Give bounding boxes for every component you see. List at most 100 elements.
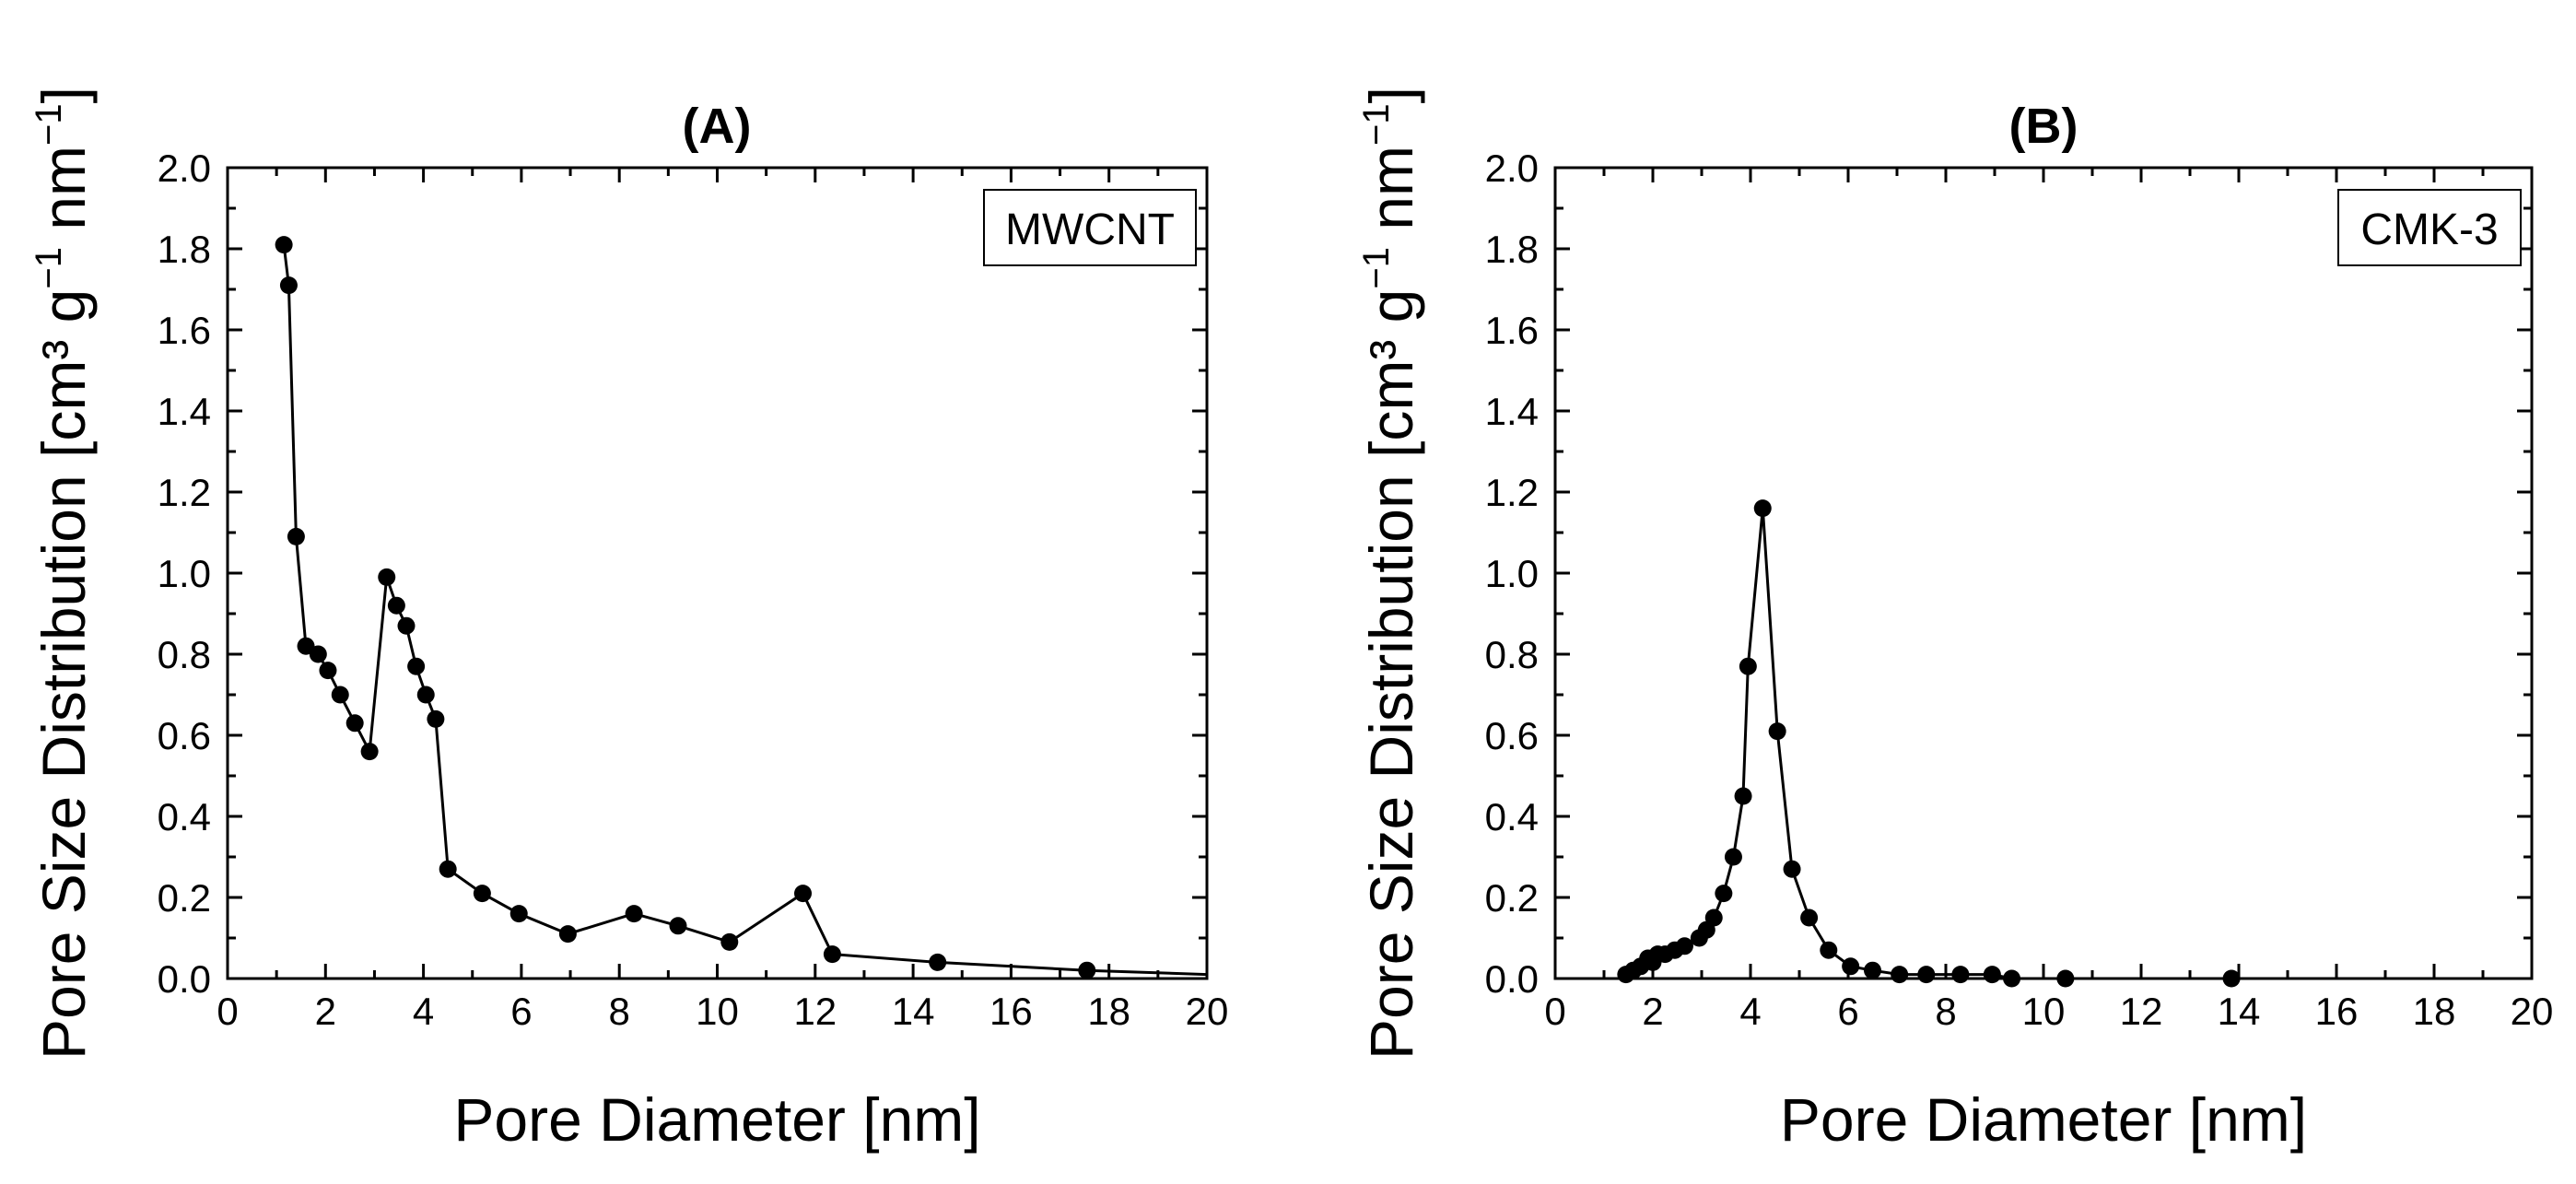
data-point [331,686,349,704]
y-tick-label: 1.4 [1485,390,1539,433]
y-label-text: ] [29,87,98,103]
y-tick-label: 1.2 [1485,471,1539,514]
x-tick-label: 18 [2413,990,2456,1033]
data-point [473,885,491,903]
x-axis-label: Pore Diameter [nm] [453,1085,980,1154]
data-point [1704,909,1723,927]
data-point [1891,966,1909,984]
y-label-text: Pore Size Distribution [cm³ g [29,289,98,1060]
data-point [2056,969,2075,988]
data-point [1739,657,1757,675]
data-point [1951,966,1970,984]
data-point [309,645,327,663]
data-point [720,932,739,951]
x-tick-label: 14 [2218,990,2261,1033]
y-tick-label: 1.4 [158,390,211,433]
legend-label: MWCNT [1005,205,1175,254]
data-point [397,616,416,635]
data-point [794,885,813,903]
y-tick-label: 0.2 [158,876,211,920]
data-point [823,945,841,964]
y-tick-label: 1.0 [1485,552,1539,595]
data-point [1768,722,1786,741]
y-tick-label: 1.6 [158,309,211,352]
data-point [416,686,435,704]
x-tick-label: 2 [315,990,336,1033]
x-tick-label: 20 [2511,990,2554,1033]
y-tick-label: 0.0 [158,957,211,1001]
y-axis-label: Pore Size Distribution [cm³ g−1 nm−1] [1356,87,1425,1060]
x-tick-label: 10 [696,990,739,1033]
data-point [1724,848,1742,866]
data-point [625,905,643,923]
x-tick-label: 6 [510,990,532,1033]
y-tick-label: 1.6 [1485,309,1539,352]
y-tick-label: 0.0 [1485,957,1539,1001]
data-point [360,743,379,761]
data-point [427,709,445,728]
data-point [287,527,305,545]
data-point [1734,787,1752,805]
y-tick-label: 2.0 [1485,147,1539,190]
data-point [1983,966,2001,984]
chart-panel-b: (B) 0 2 4 6 8 10 12 14 16 18 20 0.0 0.2 0.4 0.6 0.8 1.0 1.… [1356,87,2553,1154]
data-point [319,662,337,680]
y-label-text: ] [1357,87,1425,103]
y-tick-label: 1.8 [1485,228,1539,271]
x-tick-label: 16 [989,990,1033,1033]
data-point [275,236,293,254]
data-point [387,596,405,615]
x-tick-label: 20 [1186,990,1229,1033]
legend-label: CMK-3 [2360,205,2498,254]
y-tick-label: 1.2 [158,471,211,514]
data-point [1917,966,1936,984]
data-point [1820,941,1838,959]
y-tick-label: 0.4 [1485,795,1539,838]
data-point [1675,937,1693,955]
data-point [1842,957,1860,976]
chart-title: (B) [2009,99,2078,154]
data-point [407,657,426,675]
x-tick-label: 8 [1935,990,1956,1033]
data-point [1864,961,1881,979]
x-tick-label: 16 [2315,990,2359,1033]
y-tick-label: 1.8 [158,228,211,271]
x-axis-label: Pore Diameter [nm] [1780,1085,2307,1154]
y-tick-label: 2.0 [158,147,211,190]
data-point [509,905,528,923]
chart-title: (A) [683,99,752,154]
data-point [279,276,298,295]
data-point [669,917,687,935]
y-label-text: nm [1357,146,1425,247]
x-tick-label: 4 [1739,990,1761,1033]
x-tick-label: 4 [413,990,434,1033]
y-tick-label: 0.2 [1485,876,1539,920]
x-tick-label: 12 [793,990,837,1033]
data-point [2222,969,2241,988]
y-label-exponent: −1 [1356,103,1397,146]
data-point [1800,909,1819,927]
x-tick-label: 8 [609,990,630,1033]
x-tick-label: 10 [2022,990,2066,1033]
data-point [1783,860,1801,878]
x-tick-label: 14 [892,990,935,1033]
y-label-exponent: −1 [29,103,69,146]
x-tick-label: 2 [1642,990,1663,1033]
x-tick-label: 18 [1087,990,1130,1033]
data-point [2003,969,2021,988]
data-point [929,953,947,971]
data-point [378,568,396,586]
y-axis-label: Pore Size Distribution [cm³ g−1 nm−1] [29,87,98,1060]
legend-box [983,189,1197,266]
y-tick-label: 0.6 [1485,714,1539,757]
data-point [439,860,457,878]
x-tick-label: 0 [217,990,238,1033]
legend-box [2337,189,2522,266]
y-tick-label: 0.6 [158,714,211,757]
y-tick-label: 1.0 [158,552,211,595]
chart-panel-a: (A) 0 2 4 6 8 10 12 14 16 18 20 0.0 0.2 0.4 0.6 0.8 1.0 1.… [29,87,1228,1154]
data-point [558,925,577,944]
y-tick-label: 0.8 [158,633,211,676]
